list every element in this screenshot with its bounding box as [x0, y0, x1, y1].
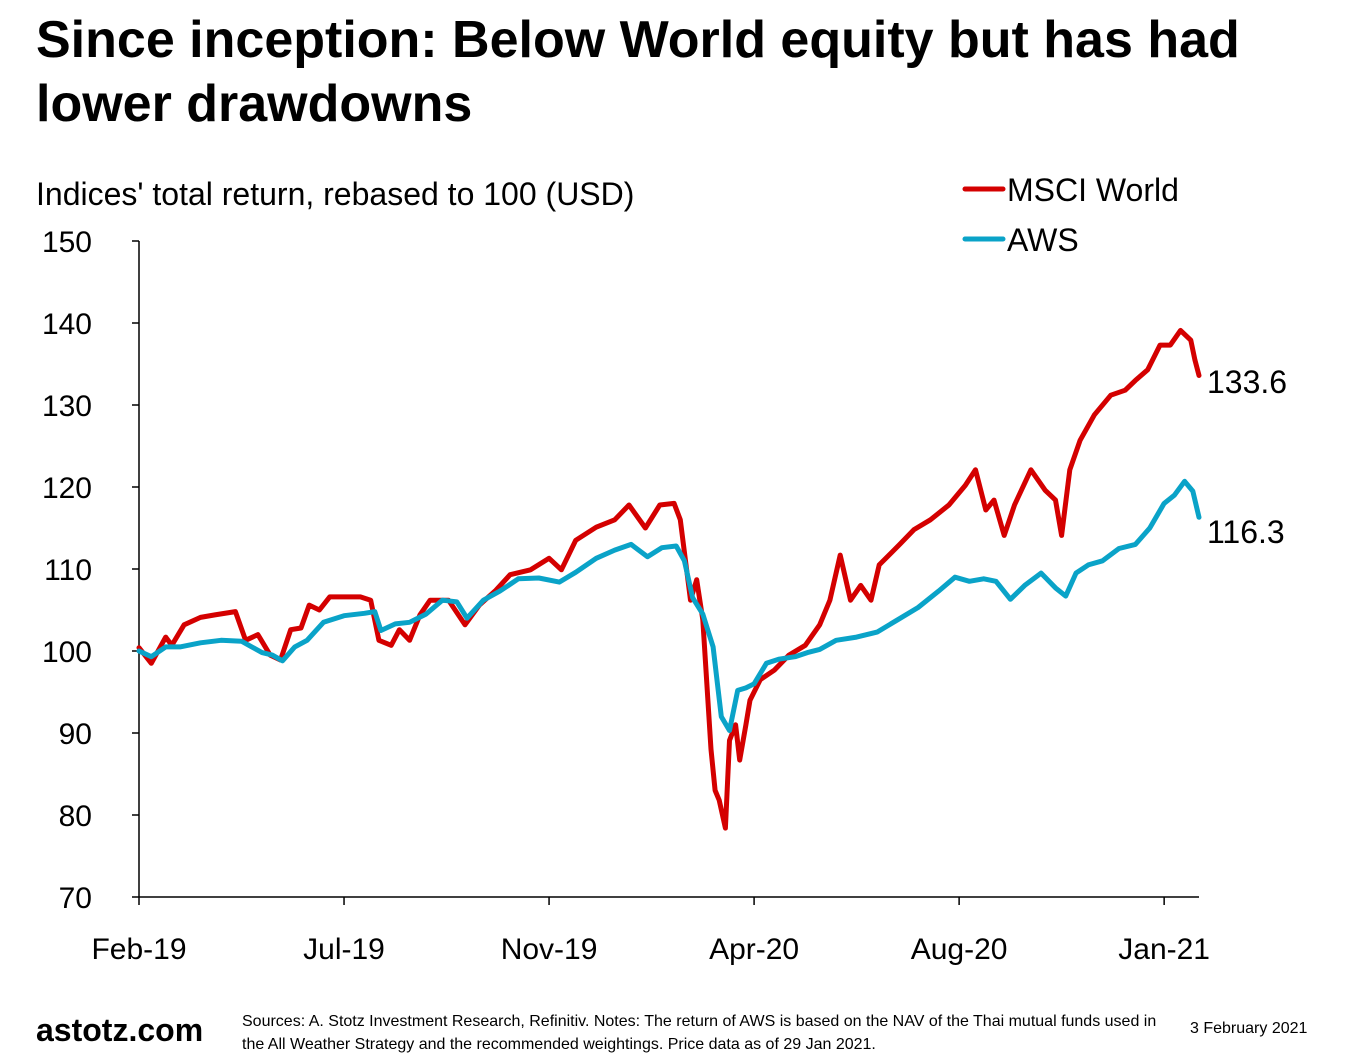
x-tick-label: Apr-20 — [709, 933, 799, 966]
source-note: Sources: A. Stotz Investment Research, R… — [242, 1013, 1157, 1053]
chart-title: Since inception: Below World equity but … — [36, 11, 1240, 133]
legend-label: AWS — [1007, 222, 1079, 258]
x-tick-label: Aug-20 — [911, 933, 1008, 966]
end-value-label: 133.6 — [1207, 364, 1287, 400]
end-value-label: 116.3 — [1207, 514, 1285, 550]
y-tick-label: 150 — [42, 226, 92, 259]
y-tick-label: 90 — [59, 718, 92, 751]
x-tick-label: Jul-19 — [303, 933, 385, 966]
chart-subtitle: Indices' total return, rebased to 100 (U… — [36, 176, 635, 212]
x-tick-label: Jan-21 — [1118, 933, 1210, 966]
x-tick-label: Nov-19 — [501, 933, 598, 966]
series-line-msci-world — [136, 327, 1202, 831]
series-line-aws — [136, 478, 1202, 733]
brand-logo: astotz.com — [36, 1012, 204, 1048]
y-tick-label: 120 — [42, 472, 92, 505]
y-tick-label: 110 — [44, 554, 92, 587]
y-tick-label: 140 — [42, 308, 92, 341]
report-date: 3 February 2021 — [1190, 1020, 1308, 1037]
y-tick-label: 130 — [42, 390, 92, 423]
axes: 70 80 90 100 110 120 130 140 150 Feb-19 Jul-19 Nov-… — [42, 226, 1210, 966]
legend-label: MSCI World — [1007, 172, 1179, 208]
legend: MSCI World AWS — [962, 172, 1179, 258]
x-tick-label: Feb-19 — [91, 933, 186, 966]
y-tick-label: 70 — [59, 882, 92, 915]
series-lines: 133.6 116.3 — [136, 327, 1287, 831]
y-tick-label: 100 — [42, 636, 92, 669]
y-tick-label: 80 — [59, 800, 92, 833]
